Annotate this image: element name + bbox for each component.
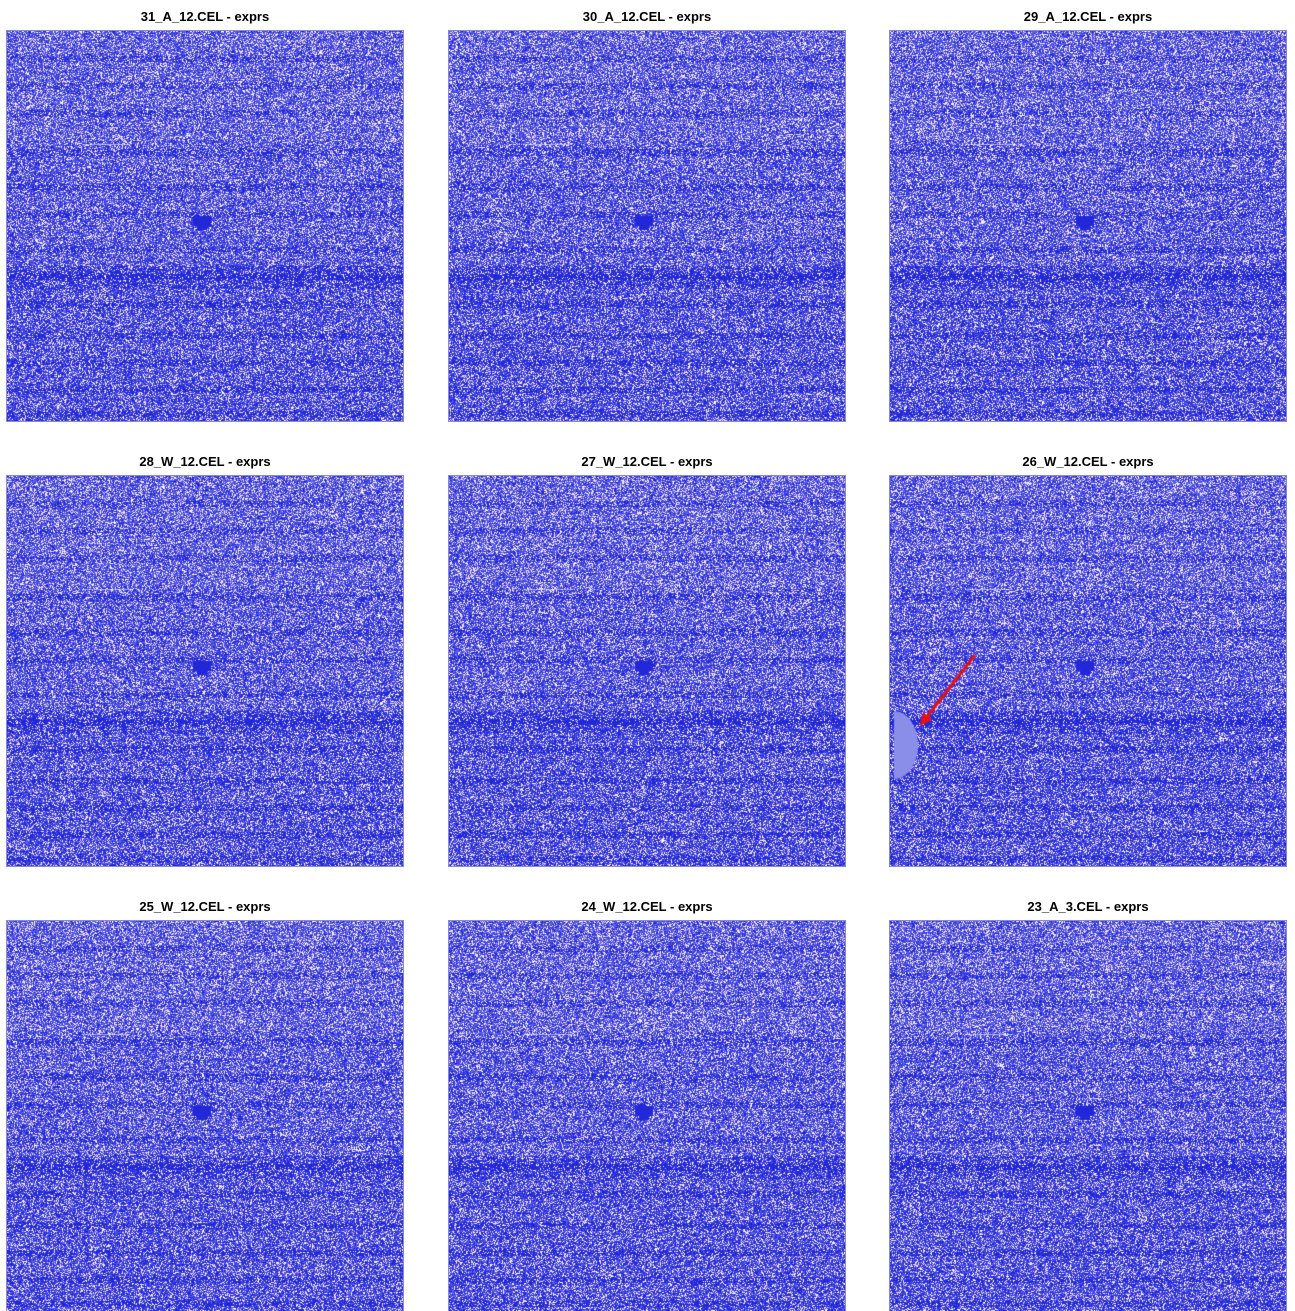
microarray-image	[889, 30, 1287, 422]
panel-title: 30_A_12.CEL - exprs	[582, 9, 712, 24]
panel-title: 24_W_12.CEL - exprs	[581, 899, 713, 914]
microarray-image	[889, 920, 1287, 1311]
microarray-image	[6, 30, 404, 422]
array-panel: 24_W_12.CEL - exprs	[448, 897, 846, 1311]
panel-title: 25_W_12.CEL - exprs	[139, 899, 271, 914]
microarray-image	[889, 475, 1287, 867]
panel-title: 27_W_12.CEL - exprs	[581, 454, 713, 469]
microarray-image	[6, 920, 404, 1311]
panel-title: 26_W_12.CEL - exprs	[1022, 454, 1154, 469]
array-panel: 26_W_12.CEL - exprs	[889, 452, 1287, 867]
array-panel: 31_A_12.CEL - exprs	[6, 7, 404, 422]
array-panel: 25_W_12.CEL - exprs	[6, 897, 404, 1311]
microarray-image	[448, 920, 846, 1311]
microarray-image	[448, 30, 846, 422]
microarray-image	[448, 475, 846, 867]
panel-title: 23_A_3.CEL - exprs	[1027, 899, 1149, 914]
panel-title: 28_W_12.CEL - exprs	[139, 454, 271, 469]
array-panel: 28_W_12.CEL - exprs	[6, 452, 404, 867]
array-panel: 30_A_12.CEL - exprs	[448, 7, 846, 422]
panel-title: 29_A_12.CEL - exprs	[1023, 9, 1153, 24]
microarray-image	[6, 475, 404, 867]
panel-title: 31_A_12.CEL - exprs	[140, 9, 270, 24]
array-panel: 23_A_3.CEL - exprs	[889, 897, 1287, 1311]
array-panel: 29_A_12.CEL - exprs	[889, 7, 1287, 422]
array-panel: 27_W_12.CEL - exprs	[448, 452, 846, 867]
